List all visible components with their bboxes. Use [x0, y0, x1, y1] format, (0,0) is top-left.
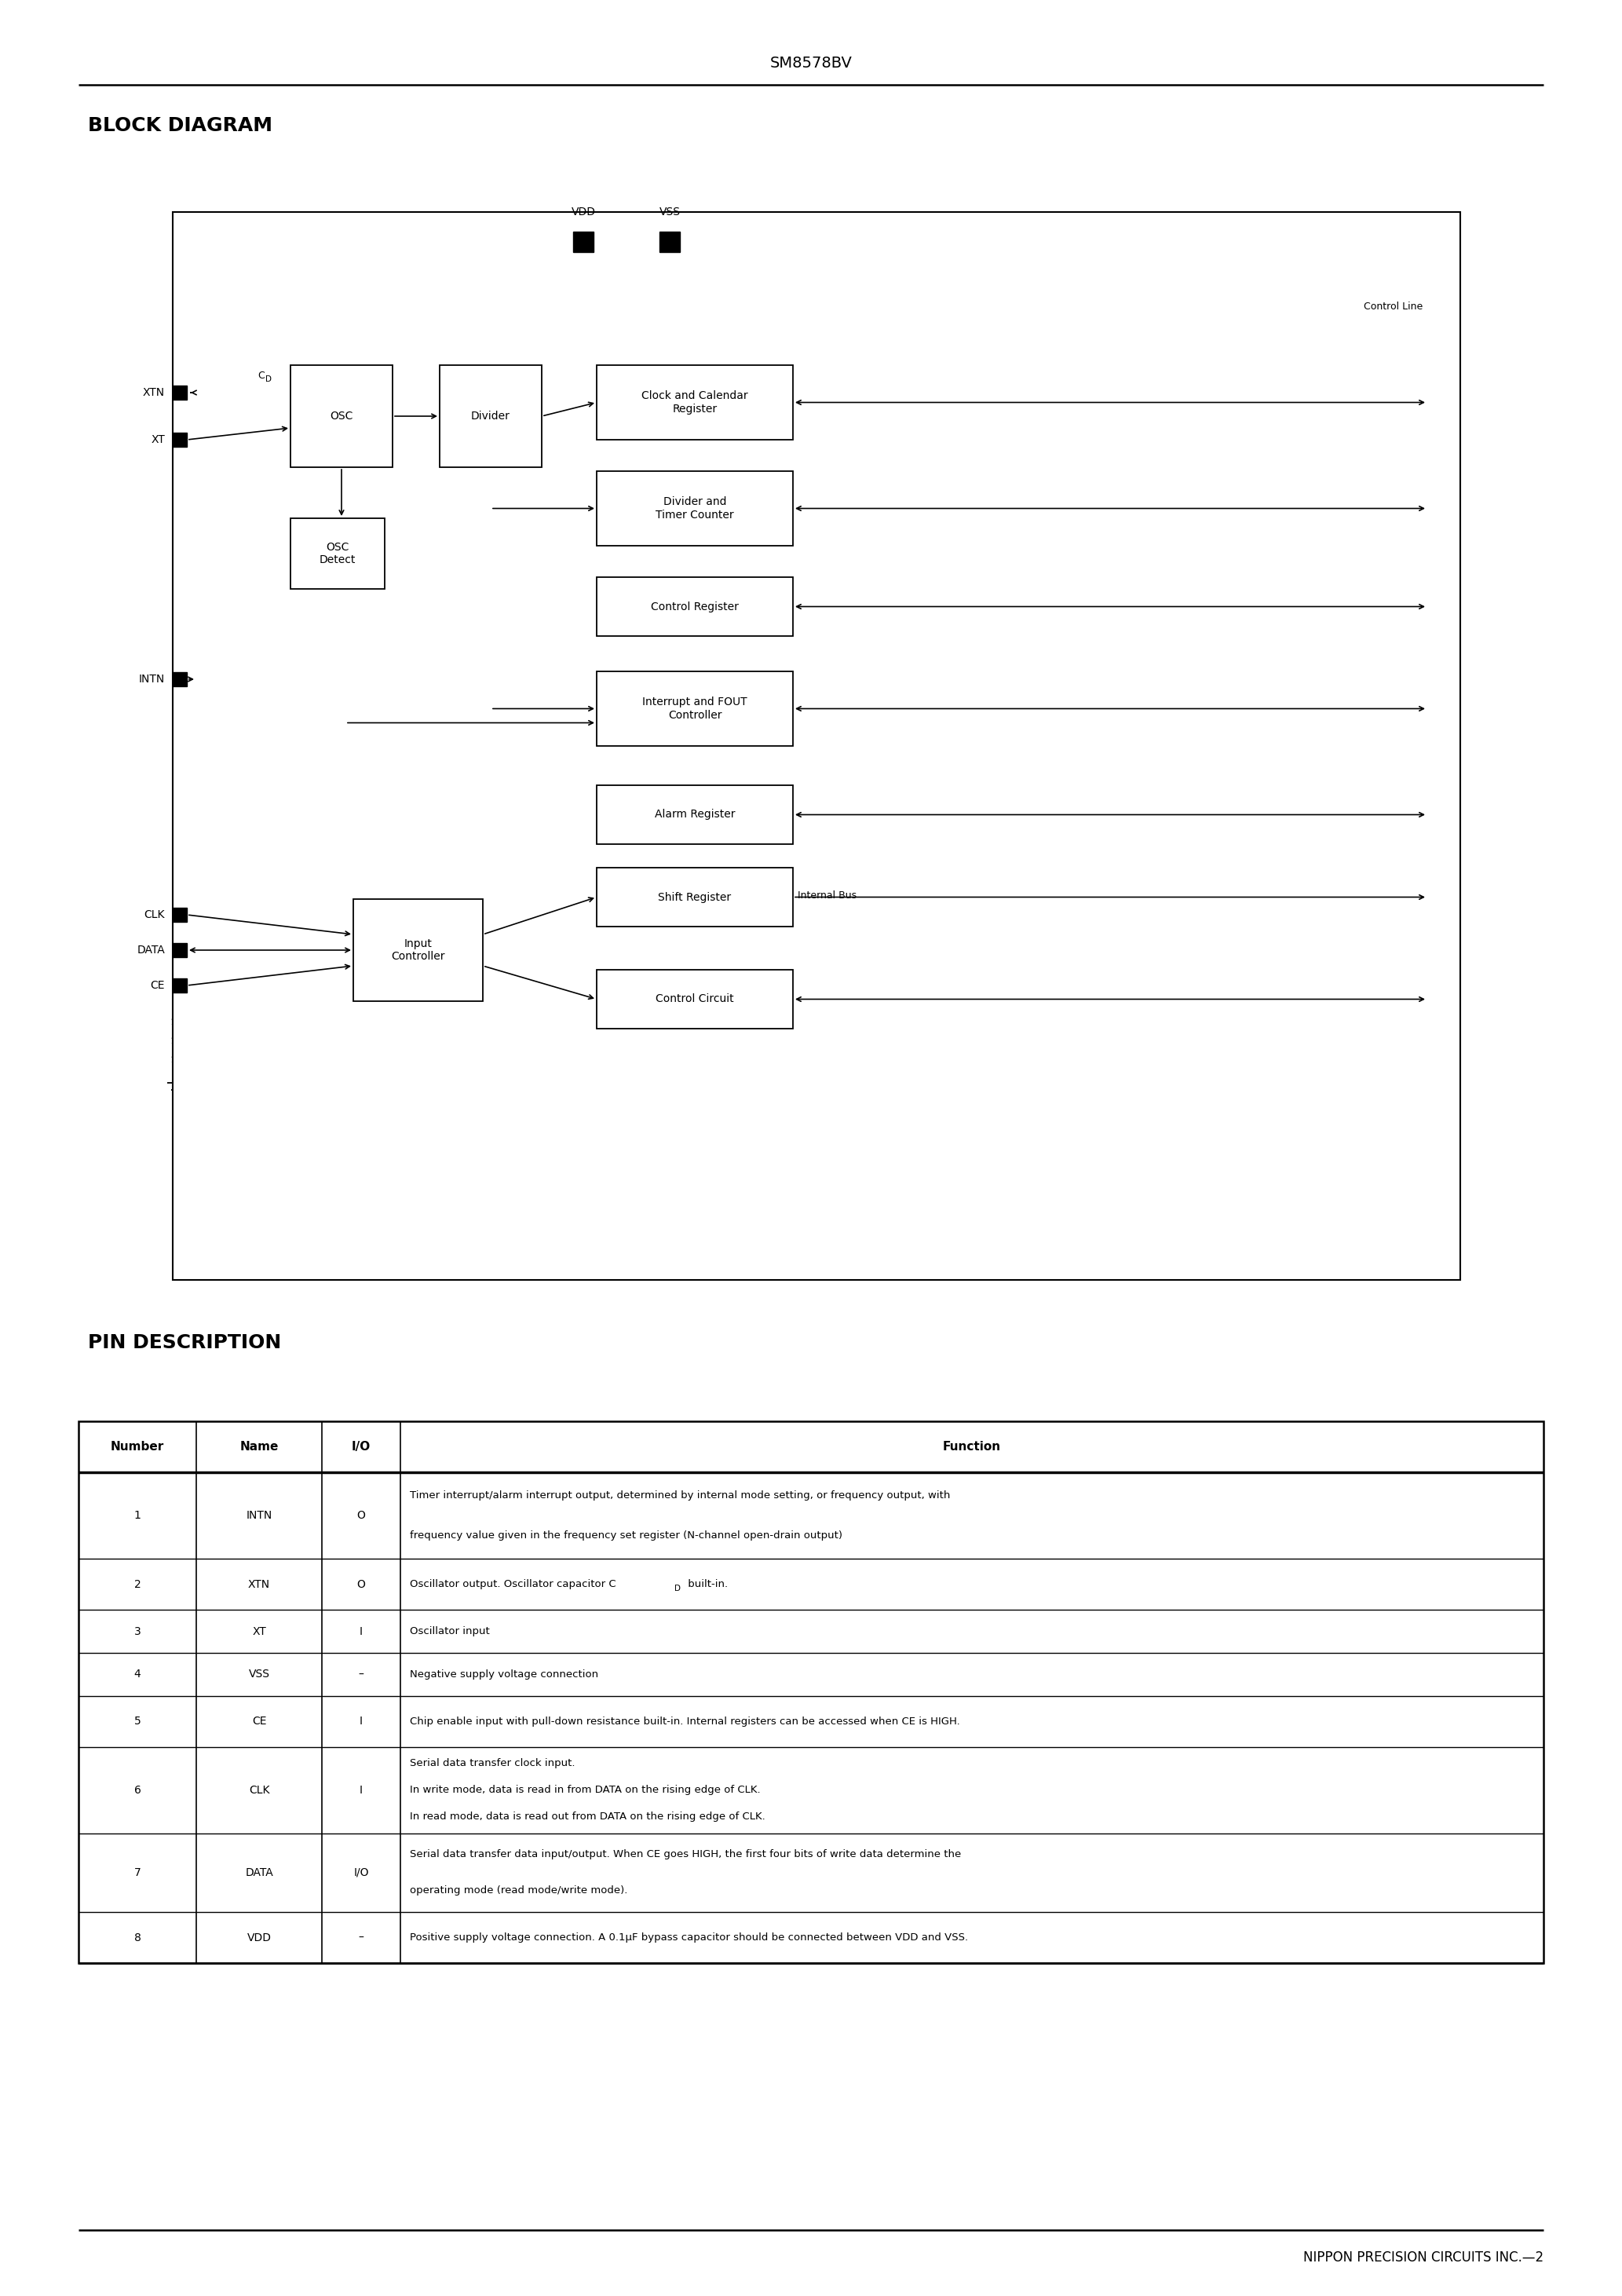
Text: XT: XT [251, 1626, 266, 1637]
Text: O: O [357, 1580, 365, 1589]
Text: VDD: VDD [571, 207, 595, 218]
Bar [172, 944, 187, 957]
Text: SM8578BV: SM8578BV [770, 55, 852, 71]
Text: VSS: VSS [659, 207, 680, 218]
Text: Divider: Divider [470, 411, 511, 422]
Text: Alarm Register: Alarm Register [655, 808, 735, 820]
Text: Negative supply voltage connection: Negative supply voltage connection [410, 1669, 599, 1681]
Text: INTN: INTN [139, 673, 165, 684]
Bar [597, 670, 793, 746]
Text: Control Line: Control Line [1364, 301, 1422, 312]
Bar [597, 576, 793, 636]
Text: XT: XT [151, 434, 165, 445]
Text: I/O: I/O [354, 1867, 368, 1878]
Bar [172, 432, 187, 448]
Text: Chip enable input with pull-down resistance built-in. Internal registers can be : Chip enable input with pull-down resista… [410, 1717, 960, 1727]
Bar [172, 211, 1460, 1279]
Text: Shift Register: Shift Register [659, 891, 732, 902]
Text: frequency value given in the frequency set register (N-channel open-drain output: frequency value given in the frequency s… [410, 1531, 842, 1541]
Text: OSC
Detect: OSC Detect [320, 542, 355, 565]
Text: NIPPON PRECISION CIRCUITS INC.—2: NIPPON PRECISION CIRCUITS INC.—2 [1302, 2250, 1544, 2264]
Text: 4: 4 [135, 1669, 141, 1681]
Text: CE: CE [251, 1715, 266, 1727]
Text: Clock and Calendar
Register: Clock and Calendar Register [642, 390, 748, 413]
Bar [290, 519, 384, 588]
Text: VDD: VDD [247, 1931, 271, 1942]
Text: Timer interrupt/alarm interrupt output, determined by internal mode setting, or : Timer interrupt/alarm interrupt output, … [410, 1490, 950, 1502]
Text: 6: 6 [135, 1784, 141, 1795]
Text: XTN: XTN [143, 388, 165, 397]
Text: I: I [360, 1626, 363, 1637]
Text: CLK: CLK [248, 1784, 269, 1795]
Text: 1: 1 [135, 1511, 141, 1520]
Text: DATA: DATA [136, 944, 165, 955]
Bar [290, 365, 393, 466]
Bar [597, 868, 793, 928]
Text: BLOCK DIAGRAM: BLOCK DIAGRAM [88, 117, 272, 135]
Text: D: D [675, 1584, 681, 1593]
Bar [440, 365, 542, 466]
Bar [172, 386, 187, 400]
Bar [597, 471, 793, 546]
Text: C: C [258, 370, 264, 381]
Text: Serial data transfer data input/output. When CE goes HIGH, the first four bits o: Serial data transfer data input/output. … [410, 1851, 962, 1860]
Text: CLK: CLK [144, 909, 165, 921]
Text: CE: CE [151, 980, 165, 992]
Text: VSS: VSS [248, 1669, 269, 1681]
Text: Divider and
Timer Counter: Divider and Timer Counter [655, 496, 733, 521]
Text: Internal Bus: Internal Bus [798, 891, 856, 900]
Text: Oscillator input: Oscillator input [410, 1626, 490, 1637]
Text: 7: 7 [135, 1867, 141, 1878]
Text: In write mode, data is read in from DATA on the rising edge of CLK.: In write mode, data is read in from DATA… [410, 1786, 761, 1795]
Text: Control Circuit: Control Circuit [655, 994, 733, 1006]
Bar [172, 673, 187, 687]
Text: –: – [358, 1669, 363, 1681]
Bar [597, 365, 793, 441]
Text: Name: Name [240, 1442, 279, 1453]
Bar [597, 969, 793, 1029]
Bar [172, 978, 187, 992]
Text: Function: Function [942, 1442, 1001, 1453]
Text: 8: 8 [135, 1931, 141, 1942]
Text: D: D [266, 374, 271, 383]
Text: XTN: XTN [248, 1580, 271, 1589]
Bar [573, 232, 594, 253]
Text: O: O [357, 1511, 365, 1520]
Text: Number: Number [110, 1442, 164, 1453]
Bar [78, 1421, 1544, 1963]
Text: 2: 2 [135, 1580, 141, 1589]
Text: INTN: INTN [247, 1511, 272, 1520]
Bar [597, 785, 793, 845]
Text: Positive supply voltage connection. A 0.1μF bypass capacitor should be connected: Positive supply voltage connection. A 0.… [410, 1933, 968, 1942]
Text: Input
Controller: Input Controller [391, 939, 444, 962]
Text: –: – [358, 1931, 363, 1942]
Text: 3: 3 [135, 1626, 141, 1637]
Text: operating mode (read mode/write mode).: operating mode (read mode/write mode). [410, 1885, 628, 1896]
Text: Serial data transfer clock input.: Serial data transfer clock input. [410, 1759, 576, 1768]
Text: I: I [360, 1784, 363, 1795]
Text: DATA: DATA [245, 1867, 272, 1878]
Text: I: I [360, 1715, 363, 1727]
Text: 5: 5 [135, 1715, 141, 1727]
Text: OSC: OSC [329, 411, 354, 422]
Text: built-in.: built-in. [684, 1580, 728, 1589]
Text: Control Register: Control Register [650, 602, 738, 613]
Text: Interrupt and FOUT
Controller: Interrupt and FOUT Controller [642, 696, 748, 721]
Bar [354, 900, 483, 1001]
Bar [660, 232, 680, 253]
Text: In read mode, data is read out from DATA on the rising edge of CLK.: In read mode, data is read out from DATA… [410, 1812, 766, 1823]
Text: PIN DESCRIPTION: PIN DESCRIPTION [88, 1334, 281, 1352]
Bar [172, 907, 187, 923]
Text: Oscillator output. Oscillator capacitor C: Oscillator output. Oscillator capacitor … [410, 1580, 616, 1589]
Text: I/O: I/O [352, 1442, 371, 1453]
